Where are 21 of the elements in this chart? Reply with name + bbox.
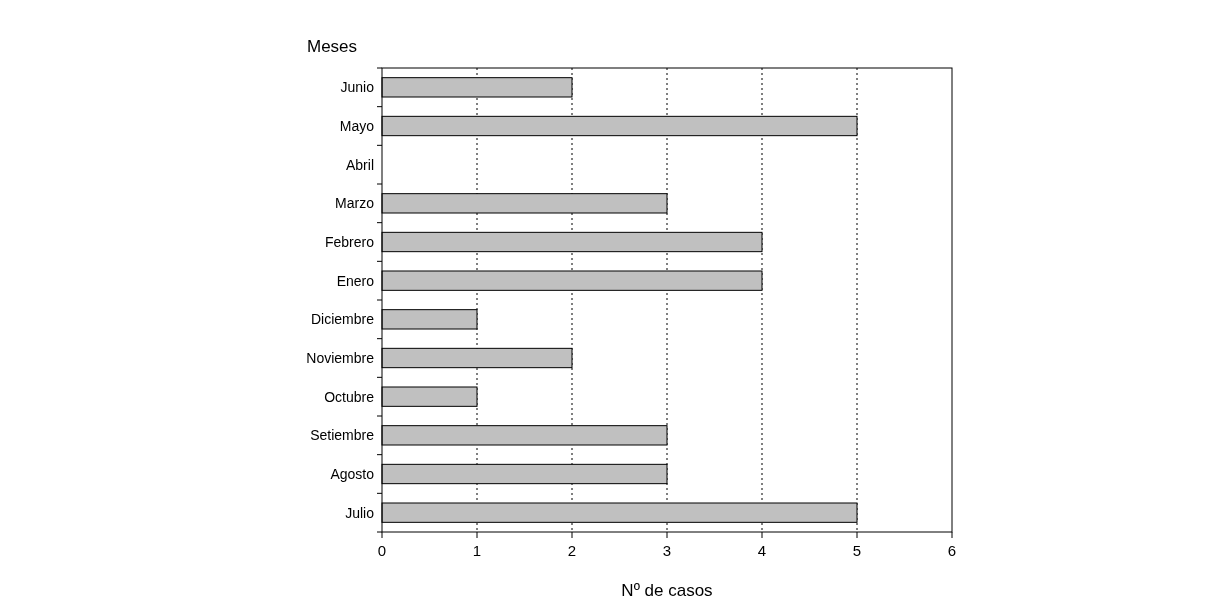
- y-tick-label: Diciembre: [310, 311, 375, 328]
- y-tick-label: Marzo: [335, 195, 375, 212]
- y-tick-label: Agosto: [330, 465, 375, 482]
- x-tick-label: 3: [662, 542, 672, 559]
- y-tick-label: Octubre: [324, 388, 375, 405]
- y-tick-label: Julio: [345, 504, 375, 521]
- y-tick-label: Junio: [340, 79, 375, 96]
- y-tick-label: Noviembre: [306, 349, 375, 366]
- x-tick-label: 6: [947, 542, 957, 559]
- x-tick-label: 5: [852, 542, 862, 559]
- y-tick-label: Abril: [345, 156, 374, 173]
- x-tick-label: 2: [567, 542, 577, 559]
- y-tick-label: Mayo: [339, 117, 375, 134]
- x-axis-title: Nº de casos: [621, 581, 713, 600]
- y-axis-title: Meses: [307, 37, 358, 56]
- y-tick-label: Febrero: [324, 233, 375, 250]
- y-tick-label: Setiembre: [310, 427, 375, 444]
- x-tick-label: 1: [472, 542, 482, 559]
- x-tick-label: 0: [377, 542, 387, 559]
- y-tick-label: Enero: [336, 272, 375, 289]
- x-tick-label: 4: [757, 542, 767, 559]
